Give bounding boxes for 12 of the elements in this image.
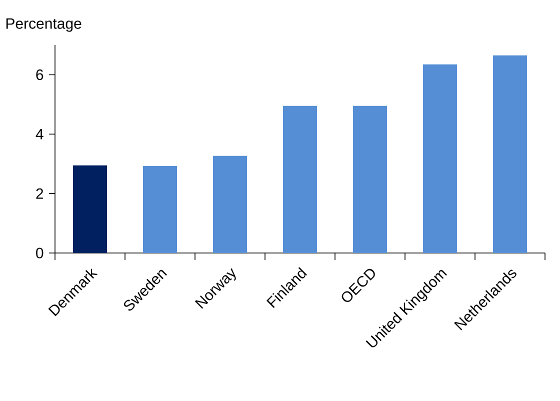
y-tick-label: 6 xyxy=(36,69,44,80)
bar xyxy=(353,106,388,253)
y-axis-title: Percentage xyxy=(6,18,82,32)
bar xyxy=(73,165,107,253)
y-tick-label: 0 xyxy=(36,248,44,258)
bar xyxy=(493,55,528,253)
y-tick-label: 2 xyxy=(36,188,44,199)
bar xyxy=(213,156,247,253)
y-tick-label: 4 xyxy=(36,128,44,140)
bar xyxy=(423,64,458,253)
bar xyxy=(283,106,318,253)
bar xyxy=(143,166,177,253)
